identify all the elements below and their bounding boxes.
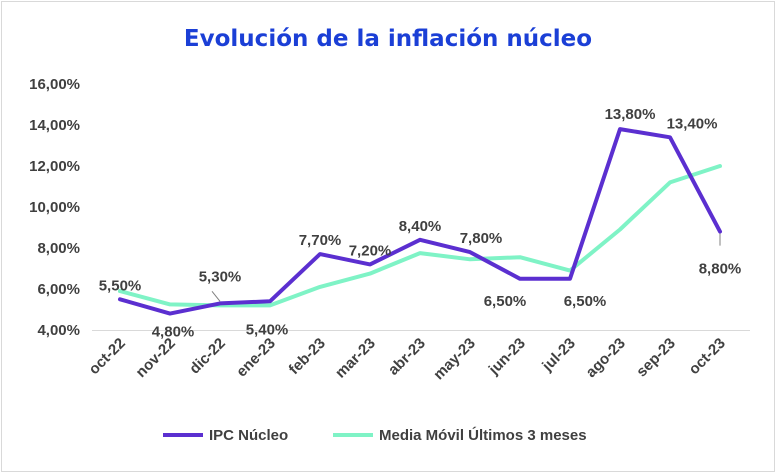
x-tick-label: sep-23 (633, 335, 679, 381)
y-tick-label: 10,00% (29, 199, 80, 216)
data-label: 5,50% (99, 277, 142, 294)
data-label: 6,50% (564, 293, 607, 310)
series-line-ipc-nucleo (118, 127, 722, 316)
legend-label-ipc-nucleo: IPC Núcleo (209, 427, 288, 444)
data-label: 7,20% (349, 242, 392, 259)
y-tick-label: 16,00% (29, 76, 80, 93)
x-tick-label: abr-23 (385, 335, 429, 379)
y-tick-label: 12,00% (29, 158, 80, 175)
x-tick-label: ago-23 (583, 335, 629, 381)
data-label: 5,30% (199, 268, 242, 285)
x-tick-label: mar-23 (332, 335, 379, 382)
x-tick-label: may-23 (430, 335, 479, 384)
data-label: 8,80% (699, 261, 742, 278)
data-label: 4,80% (152, 324, 195, 341)
data-label: 13,40% (667, 115, 718, 132)
data-label: 7,70% (299, 232, 342, 249)
legend-label-media-movil: Media Móvil Últimos 3 meses (379, 426, 587, 444)
data-label: 13,80% (605, 106, 656, 123)
x-tick-label: oct-22 (86, 335, 129, 378)
chart-title: Evolución de la inflación núcleo (183, 26, 593, 52)
data-label: 5,40% (246, 321, 289, 338)
data-label: 6,50% (484, 293, 527, 310)
data-label: 7,80% (460, 230, 503, 247)
x-tick-label: oct-23 (686, 335, 729, 378)
data-label: 8,40% (399, 218, 442, 235)
x-tick-label: ene-23 (233, 335, 279, 381)
x-tick-label: dic-22 (186, 335, 229, 378)
y-tick-label: 14,00% (29, 117, 80, 134)
x-tick-label: jul-23 (538, 335, 578, 375)
leader-line (211, 291, 221, 302)
x-tick-label: nov-22 (133, 335, 179, 381)
x-tick-label: feb-23 (286, 335, 329, 378)
y-tick-label: 4,00% (37, 322, 80, 339)
y-tick-label: 8,00% (37, 240, 80, 257)
y-tick-label: 6,00% (37, 281, 80, 298)
x-tick-label: jun-23 (485, 335, 529, 379)
